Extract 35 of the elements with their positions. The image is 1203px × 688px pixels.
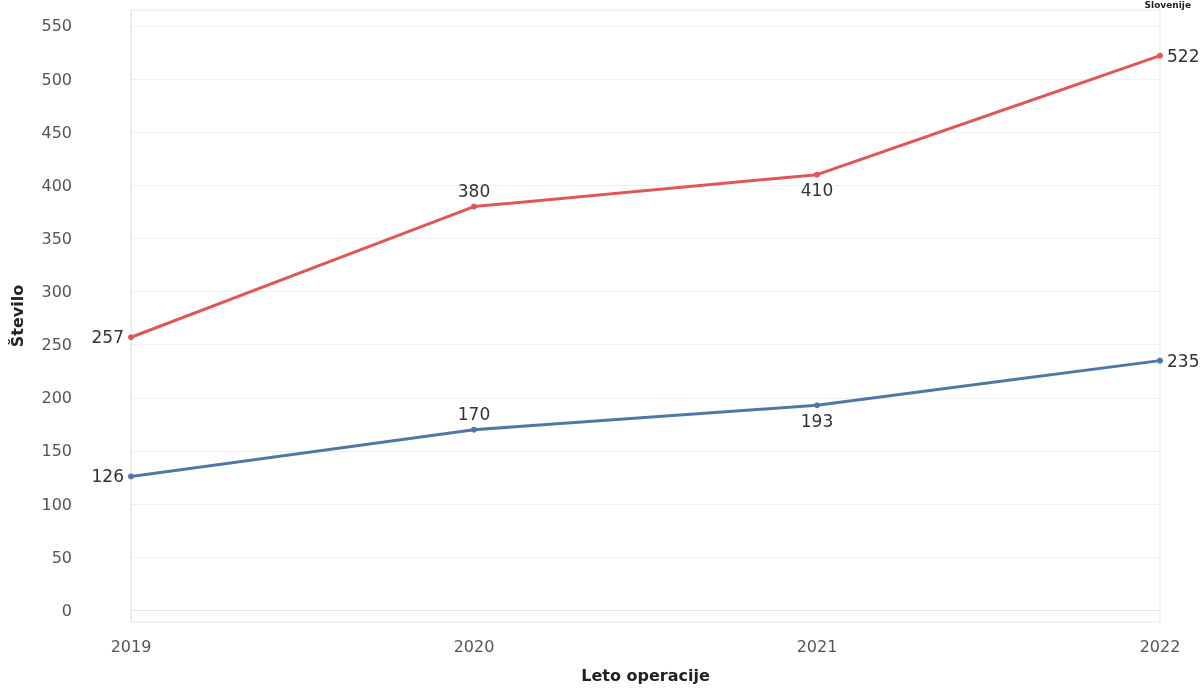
data-label: 257 (91, 327, 124, 348)
y-tick-label: 500 (41, 69, 72, 89)
text: Slovenije (1144, 0, 1191, 10)
y-tick-label: 150 (41, 441, 72, 461)
data-label: 410 (800, 180, 834, 201)
point (814, 171, 820, 178)
data-label: 522 (1167, 45, 1200, 66)
x-axis-title: Leto operacije (581, 665, 710, 685)
point (128, 334, 134, 341)
x-tick-label: 2019 (110, 636, 152, 656)
y-tick-label: 550 (41, 16, 72, 36)
data-label: 126 (91, 466, 124, 487)
y-tick-label: 100 (41, 494, 72, 514)
x-tick-label: 2021 (796, 636, 838, 656)
y-tick-label: 250 (41, 335, 72, 355)
y-tick-label: 350 (41, 228, 72, 248)
y-tick-label: 450 (41, 122, 72, 142)
y-tick-label: 300 (41, 282, 72, 302)
y-axis-title: Število (7, 284, 27, 348)
x-tick-label: 2020 (453, 636, 495, 656)
point (128, 473, 134, 480)
data-label: 193 (800, 410, 834, 431)
point (814, 402, 820, 409)
point (471, 203, 477, 210)
point (471, 426, 477, 433)
y-tick-label: 400 (41, 175, 72, 195)
data-label: 235 (1167, 350, 1200, 371)
point (1157, 52, 1163, 59)
point (1157, 357, 1163, 364)
x-tick-label: 2022 (1139, 636, 1181, 656)
data-label: 380 (457, 181, 491, 202)
y-tick-label: 0 (61, 600, 72, 620)
data-label: 170 (457, 404, 491, 425)
y-tick-label: 50 (51, 547, 72, 567)
y-tick-label: 200 (41, 388, 72, 408)
